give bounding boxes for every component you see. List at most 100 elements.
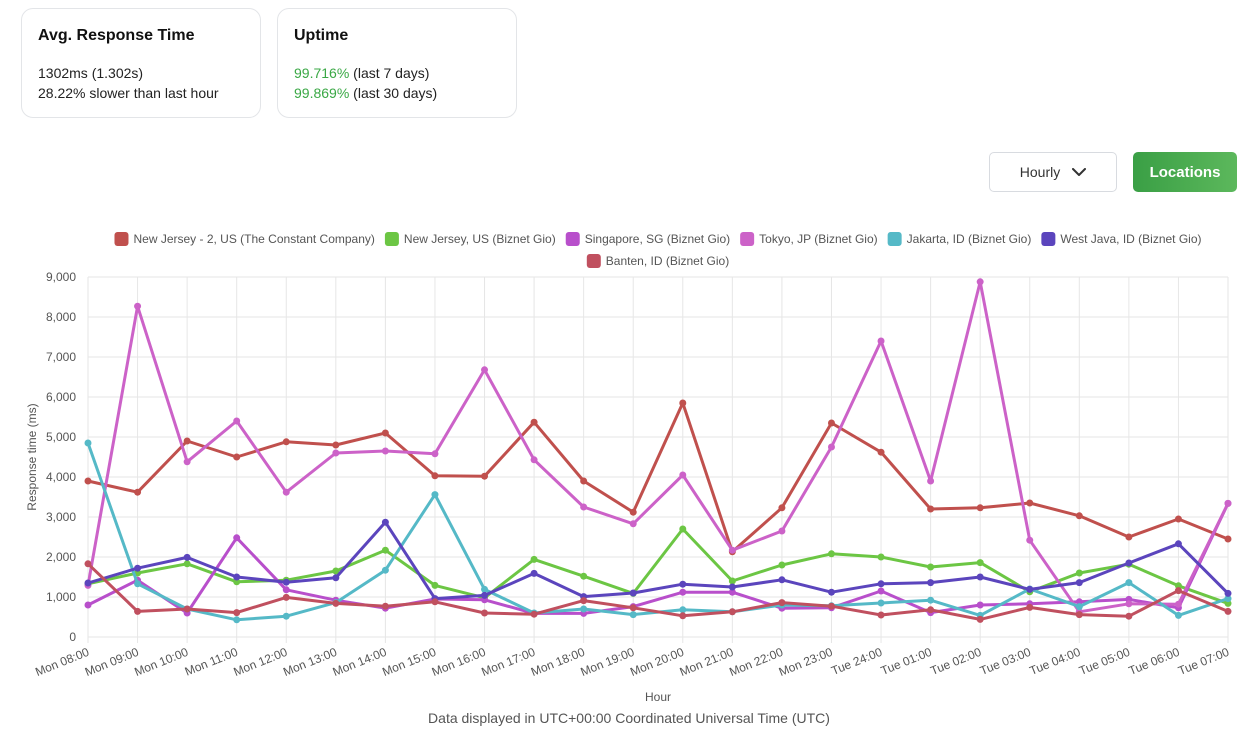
data-point bbox=[629, 589, 637, 597]
data-point bbox=[1224, 607, 1232, 615]
legend-item[interactable]: New Jersey - 2, US (The Constant Company… bbox=[114, 232, 375, 246]
data-point bbox=[1174, 540, 1182, 548]
x-tick-label: Mon 18:00 bbox=[529, 645, 587, 679]
data-point bbox=[629, 611, 637, 619]
legend-item[interactable]: West Java, ID (Biznet Gio) bbox=[1041, 232, 1202, 246]
data-point bbox=[84, 477, 92, 485]
data-point bbox=[827, 588, 835, 596]
legend-item[interactable]: Tokyo, JP (Biznet Gio) bbox=[740, 232, 878, 246]
data-point bbox=[530, 610, 538, 618]
data-point bbox=[976, 504, 984, 512]
data-point bbox=[778, 576, 786, 584]
data-point bbox=[233, 578, 241, 586]
x-tick-label: Mon 11:00 bbox=[183, 645, 240, 679]
data-point bbox=[282, 593, 290, 601]
data-point bbox=[927, 596, 935, 604]
data-point bbox=[1075, 611, 1083, 619]
x-tick-label: Mon 16:00 bbox=[430, 645, 488, 679]
data-point bbox=[778, 599, 786, 607]
legend-item[interactable]: New Jersey, US (Biznet Gio) bbox=[384, 232, 556, 246]
data-point bbox=[1125, 579, 1133, 587]
series-line bbox=[86, 520, 1230, 601]
data-point bbox=[233, 453, 241, 461]
data-point bbox=[183, 560, 191, 568]
legend-item[interactable]: Jakarta, ID (Biznet Gio) bbox=[887, 232, 1032, 246]
x-tick-label: Mon 09:00 bbox=[83, 645, 141, 679]
data-point bbox=[877, 599, 885, 607]
x-tick-label: Tue 06:00 bbox=[1127, 645, 1182, 678]
x-tick-label: Tue 01:00 bbox=[879, 645, 934, 678]
y-tick-label: 2,000 bbox=[46, 550, 76, 564]
x-tick-label: Tue 04:00 bbox=[1027, 645, 1082, 678]
locations-button[interactable]: Locations bbox=[1133, 152, 1237, 192]
data-point bbox=[976, 573, 984, 581]
x-axis-title: Hour bbox=[645, 690, 671, 704]
data-point bbox=[629, 604, 637, 612]
data-point bbox=[282, 612, 290, 620]
data-point bbox=[530, 418, 538, 426]
data-point bbox=[877, 580, 885, 588]
legend-item[interactable]: Banten, ID (Biznet Gio) bbox=[586, 254, 729, 268]
avg-response-time-delta: 28.22% slower than last hour bbox=[38, 85, 219, 101]
data-point bbox=[481, 366, 489, 374]
x-tick-label: Mon 15:00 bbox=[380, 645, 438, 679]
data-point bbox=[431, 598, 439, 606]
data-point bbox=[877, 553, 885, 561]
data-point bbox=[679, 588, 687, 596]
data-point bbox=[679, 399, 687, 407]
data-point bbox=[183, 437, 191, 445]
legend-item[interactable]: Singapore, SG (Biznet Gio) bbox=[565, 232, 730, 246]
legend-swatch bbox=[887, 232, 902, 246]
uptime-30-days-label: (last 30 days) bbox=[349, 85, 438, 101]
interval-dropdown-label: Hourly bbox=[1019, 164, 1061, 180]
data-point bbox=[530, 569, 538, 577]
series-group bbox=[84, 439, 1232, 624]
interval-dropdown[interactable]: Hourly bbox=[989, 152, 1117, 192]
data-point bbox=[1075, 579, 1083, 587]
data-point bbox=[1026, 499, 1034, 507]
data-point bbox=[1224, 589, 1232, 597]
data-point bbox=[1026, 585, 1034, 593]
data-point bbox=[679, 525, 687, 533]
data-point bbox=[431, 450, 439, 458]
data-point bbox=[481, 591, 489, 599]
legend-swatch bbox=[384, 232, 399, 246]
y-tick-label: 3,000 bbox=[46, 510, 76, 524]
data-point bbox=[1125, 600, 1133, 608]
series-group bbox=[84, 525, 1232, 607]
data-point bbox=[580, 605, 588, 613]
data-point bbox=[927, 579, 935, 587]
legend-label: Jakarta, ID (Biznet Gio) bbox=[907, 232, 1032, 246]
data-point bbox=[233, 616, 241, 624]
uptime-7-days-label: (last 7 days) bbox=[349, 65, 430, 81]
data-point bbox=[282, 586, 290, 594]
data-point bbox=[381, 447, 389, 455]
uptime-7-days: 99.716% (last 7 days) bbox=[294, 63, 500, 83]
data-point bbox=[976, 278, 984, 286]
data-point bbox=[530, 456, 538, 464]
data-point bbox=[381, 566, 389, 574]
series-line bbox=[86, 527, 1230, 605]
uptime-30-days-value: 99.869% bbox=[294, 85, 350, 101]
data-point bbox=[1174, 611, 1182, 619]
data-point bbox=[976, 615, 984, 623]
x-tick-label: Mon 21:00 bbox=[678, 645, 736, 679]
series-line bbox=[86, 562, 1230, 621]
data-point bbox=[1075, 512, 1083, 520]
x-tick-label: Mon 13:00 bbox=[281, 645, 339, 679]
data-point bbox=[976, 601, 984, 609]
response-time-chart: New Jersey - 2, US (The Constant Company… bbox=[25, 232, 1232, 704]
data-point bbox=[679, 612, 687, 620]
y-tick-label: 7,000 bbox=[46, 350, 76, 364]
data-point bbox=[134, 302, 142, 310]
data-point bbox=[927, 563, 935, 571]
legend-label: New Jersey, US (Biznet Gio) bbox=[404, 232, 556, 246]
data-point bbox=[778, 561, 786, 569]
series-group bbox=[84, 560, 1232, 623]
data-point bbox=[1224, 595, 1232, 603]
series-line bbox=[86, 280, 1230, 614]
data-point bbox=[183, 605, 191, 613]
data-point bbox=[1075, 569, 1083, 577]
data-point bbox=[1174, 600, 1182, 608]
data-point bbox=[282, 578, 290, 586]
